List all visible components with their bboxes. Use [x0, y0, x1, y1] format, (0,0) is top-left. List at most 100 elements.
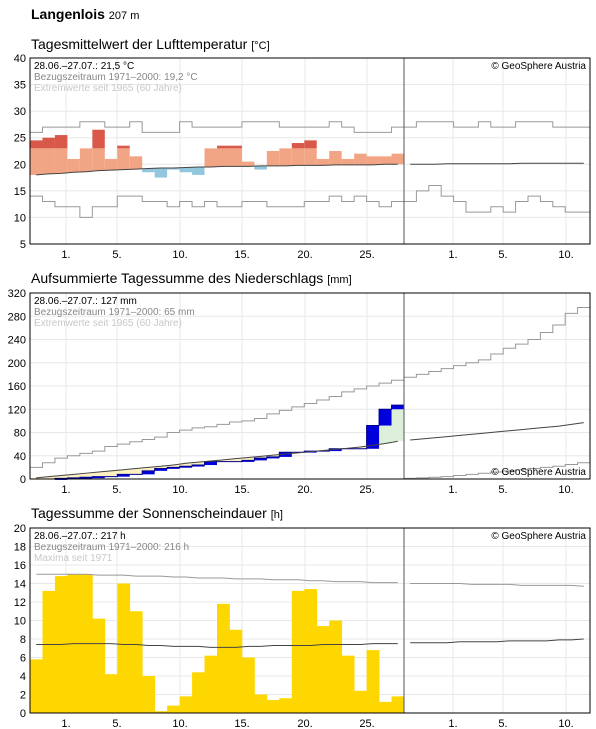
temperature-day-bar: [154, 168, 168, 178]
precipitation-chart-title: Aufsummierte Tagessumme des Niederschlag…: [31, 270, 352, 286]
sunshine-xtick-label: 25.: [359, 718, 374, 729]
precipitation-anomaly-area: [129, 468, 143, 475]
precipitation-ytick-label: 200: [8, 358, 26, 370]
precipitation-ytick-label: 280: [8, 311, 26, 323]
precipitation-normal-line: [36, 440, 398, 479]
precipitation-info-extremes: Extremwerte seit 1965 (60 Jahre): [34, 318, 182, 329]
temperature-ytick-label: 35: [14, 80, 26, 92]
sunshine-info-extremes: Maxima seit 1971: [34, 553, 113, 564]
precipitation-anomaly-area: [391, 405, 404, 442]
temperature-info-current: 28.06.–27.07.: 21,5 °C: [34, 61, 134, 72]
sunshine-day-bar: [154, 711, 168, 713]
temperature-info-reference: Bezugszeitraum 1971–2000: 19,2 °C: [34, 72, 198, 83]
temperature-day-bar: [54, 135, 68, 149]
precipitation-anomaly-area: [354, 447, 367, 449]
sunshine-day-bar: [42, 590, 56, 713]
temperature-day-bar: [92, 129, 105, 149]
sunshine-normal-line: [36, 643, 398, 648]
temperature-unit: [°C]: [251, 40, 270, 52]
temperature-chart: 5 10 15 20 25 30 35 40 1. 5. 10. 15. 20. 25. 1. 5. 10. 28…: [14, 53, 591, 261]
temperature-ytick-label: 40: [14, 53, 26, 65]
precipitation-day-bar: [266, 456, 280, 459]
temperature-day-bar: [42, 137, 55, 149]
sunshine-copyright: © GeoSphere Austria: [491, 531, 586, 542]
precipitation-ytick-label: 160: [8, 381, 26, 393]
temperature-day-bar: [279, 148, 292, 166]
precipitation-ytick-label: 40: [14, 451, 26, 463]
sunshine-ytick-label: 12: [14, 597, 26, 609]
sunshine-ytick-label: 20: [14, 523, 26, 535]
temperature-min-extreme-future-line: [404, 185, 590, 213]
temperature-ytick-label: 5: [20, 239, 26, 251]
station-header: Langenlois 207 m: [31, 6, 139, 22]
temperature-day-bar: [354, 153, 367, 165]
precipitation-ytick-label: 0: [20, 474, 26, 486]
temperature-xtick-label: 15.: [234, 249, 249, 261]
temperature-day-bar: [241, 161, 255, 167]
precipitation-title-text: Aufsummierte Tagessumme des Niederschlag…: [31, 270, 324, 286]
precipitation-min-extreme-future-line: [404, 462, 590, 479]
sunshine-xtick-label: 10.: [558, 718, 573, 729]
sunshine-day-bar: [354, 690, 367, 713]
sunshine-ytick-label: 14: [14, 579, 26, 591]
precipitation-anomaly-area: [67, 474, 80, 478]
temperature-day-bar: [92, 148, 105, 171]
sunshine-chart-title: Tagessumme der Sonnenscheindauer [h]: [31, 505, 283, 521]
temperature-xtick-label: 1.: [448, 249, 457, 261]
temperature-day-bar: [329, 151, 342, 165]
precipitation-xtick-label: 20.: [297, 484, 312, 496]
sunshine-day-bar: [304, 589, 318, 713]
temperature-ytick-label: 15: [14, 186, 26, 198]
precipitation-ytick-label: 80: [14, 428, 26, 440]
precipitation-anomaly-area: [241, 457, 255, 461]
precipitation-info-reference: Bezugszeitraum 1971–2000: 65 mm: [34, 307, 195, 318]
temperature-day-bar: [266, 151, 280, 166]
sunshine-day-bar: [30, 659, 43, 713]
station-altitude: 207 m: [108, 10, 140, 22]
sunshine-xtick-label: 10.: [172, 718, 187, 729]
precipitation-anomaly-area: [266, 455, 280, 457]
temperature-normal-line: [36, 163, 398, 176]
temperature-ytick-label: 25: [14, 133, 26, 145]
temperature-day-bar: [30, 148, 43, 175]
sunshine-day-bar: [279, 698, 293, 713]
sunshine-ytick-label: 0: [20, 708, 26, 720]
temperature-day-bar: [117, 145, 130, 149]
precipitation-xtick-label: 15.: [234, 484, 249, 496]
sunshine-day-bar: [391, 696, 405, 713]
temperature-info-extremes: Extremwerte seit 1965 (60 Jahre): [34, 83, 182, 94]
precipitation-day-bar: [117, 474, 130, 477]
precipitation-xtick-label: 5.: [498, 484, 507, 496]
sunshine-day-bar: [104, 674, 118, 713]
temperature-day-bar: [341, 158, 355, 165]
precipitation-max-extreme-future-line: [404, 307, 590, 378]
precipitation-day-bar: [366, 425, 380, 449]
sunshine-ytick-label: 4: [20, 671, 26, 683]
temperature-copyright: © GeoSphere Austria: [491, 61, 586, 72]
precipitation-xtick-label: 1.: [448, 484, 457, 496]
sunshine-day-bar: [179, 696, 193, 713]
sunshine-day-bar: [329, 620, 343, 713]
sunshine-day-bar: [129, 611, 143, 713]
sunshine-unit: [h]: [270, 509, 283, 521]
temperature-day-bar: [117, 148, 130, 170]
sunshine-day-bar: [291, 590, 305, 713]
precipitation-day-bar: [92, 476, 105, 479]
precipitation-day-bar: [279, 452, 292, 457]
temperature-day-bar: [104, 158, 118, 171]
precipitation-plot-frame: [29, 292, 591, 480]
precipitation-day-bar: [154, 468, 168, 471]
temperature-day-bar: [229, 145, 242, 149]
temperature-ytick-label: 20: [14, 159, 26, 171]
temperature-day-bar: [217, 148, 230, 167]
precipitation-xtick-label: 10.: [558, 484, 573, 496]
sunshine-xtick-label: 5.: [498, 718, 507, 729]
station-name: Langenlois: [31, 6, 105, 22]
precipitation-day-bar: [79, 477, 93, 479]
precipitation-day-bar: [192, 465, 205, 467]
temperature-day-bar: [192, 166, 205, 175]
temperature-xtick-label: 20.: [297, 249, 312, 261]
temperature-day-bar: [366, 156, 380, 165]
precipitation-day-bar: [391, 405, 404, 410]
precipitation-ytick-label: 240: [8, 335, 26, 347]
